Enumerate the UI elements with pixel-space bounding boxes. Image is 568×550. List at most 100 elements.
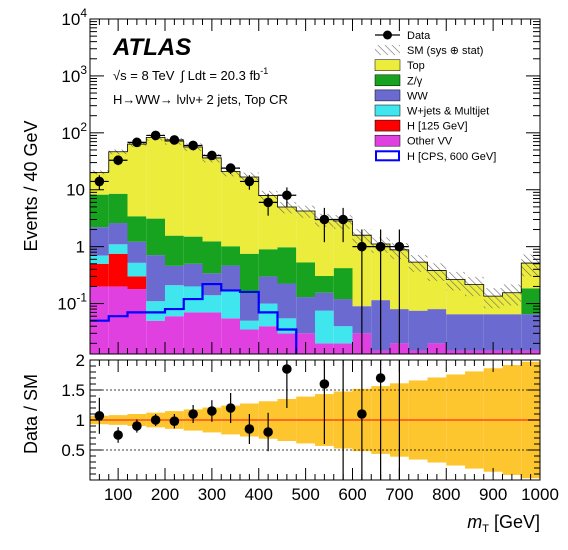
stack-bar-other-vv — [427, 343, 447, 354]
ratio-point — [113, 430, 123, 440]
legend-label: WW — [407, 90, 428, 102]
x-tick-label: 100 — [104, 485, 132, 504]
channel-label: H→WW→ lνlν+ 2 jets, Top CR — [113, 92, 288, 107]
data-point — [357, 241, 367, 252]
stack-bar-top — [315, 219, 334, 277]
stack-bar-w-jets-multijet — [127, 262, 147, 277]
y-tick-label-base: 10 — [61, 124, 80, 143]
signal-histogram-line — [90, 282, 298, 354]
legend: Data SM (sys ⊕ stat) Top Z/γ WW W+jets & Mult… — [374, 30, 496, 163]
data-point — [150, 130, 161, 141]
data-point — [394, 241, 405, 252]
ratio-point — [225, 403, 236, 413]
uncertainty-hatch-bin — [408, 255, 428, 272]
stack-bar-w-jets-multijet — [240, 320, 259, 330]
x-tick-label: 600 — [338, 485, 366, 504]
energy-label: √s = 8 TeV — [113, 68, 175, 83]
stack-bar-ww — [240, 293, 259, 321]
legend-color-swatch — [374, 119, 401, 132]
stack-bar-ww — [465, 314, 484, 351]
stack-bar-other-vv — [183, 312, 203, 354]
bottom-axis-ticks: 0.5 1 1.5 2 100 200 300 400 500 600 700 800 900 1000 — [61, 351, 559, 504]
data-point — [375, 241, 386, 252]
stack-bar-other-vv — [146, 320, 165, 354]
stack-bar-other-vv — [165, 316, 184, 354]
stack-bar-z- — [521, 288, 540, 315]
stack-bar-other-vv — [202, 312, 222, 354]
stack-bar-z- — [183, 236, 203, 264]
data-point — [282, 190, 292, 201]
stack-bar-z- — [296, 262, 315, 298]
ratio-point — [132, 421, 142, 431]
data-point — [207, 150, 217, 161]
stack-bar-other-vv — [108, 286, 128, 354]
legend-marker-dot — [383, 30, 392, 40]
stack-bar-z- — [202, 241, 222, 274]
stack-bar-w-jets-multijet — [258, 303, 278, 327]
y-tick-label-top: 10 — [66, 181, 85, 200]
stack-bar-h-125-gev- — [90, 263, 109, 287]
stack-bar-w-jets-multijet — [202, 295, 222, 313]
y-tick-label-exponent: 2 — [80, 120, 87, 134]
ratio-point — [282, 364, 292, 374]
stack-bar-top — [108, 151, 128, 194]
stack-bar-w-jets-multijet — [146, 301, 165, 321]
uncertainty-hatch-bin — [446, 271, 465, 291]
uncertainty-hatch-bin — [427, 263, 447, 281]
data-point — [132, 137, 142, 148]
stack-bar-ww — [165, 265, 184, 286]
lumi-label: ∫ Ldt = 20.3 fb — [179, 68, 260, 83]
legend-item-h-125-gev-: H [125 GeV] — [374, 119, 468, 133]
ratio-point — [150, 415, 161, 425]
legend-color-swatch — [374, 104, 401, 117]
legend-label: W+jets & Multijet — [407, 106, 489, 118]
legend-item-h-cps-600-gev-: H [CPS, 600 GeV] — [375, 150, 496, 163]
legend-item-z-: Z/γ — [374, 74, 423, 87]
stack-bar-ww — [221, 265, 240, 292]
ratio-point — [319, 379, 330, 389]
stack-bar-h-125-gev- — [127, 276, 147, 290]
x-axis-title: mT [GeV] — [467, 512, 540, 535]
x-tick-label: 400 — [245, 485, 273, 504]
stack-bar-z- — [127, 216, 147, 242]
legend-color-swatch — [374, 74, 401, 87]
stack-bar-ww — [183, 263, 203, 287]
ratio-point — [263, 427, 273, 437]
ratio-point — [357, 409, 367, 419]
x-axis-title-unit: [GeV] — [489, 512, 540, 532]
stack-bar-ww — [408, 310, 428, 351]
legend-item-sm-sys-stat-: SM (sys ⊕ stat) — [375, 45, 483, 57]
stack-bar-w-jets-multijet — [221, 291, 240, 319]
y-tick-label-top: 1 — [76, 238, 85, 257]
stack-bar-ww — [277, 283, 297, 319]
experiment-label: ATLAS — [112, 34, 191, 61]
stack-bar-ww — [90, 227, 109, 256]
y-tick-label-exponent: 4 — [80, 6, 87, 20]
stack-bar-w-jets-multijet — [315, 310, 334, 344]
legend-line-swatch — [375, 150, 400, 162]
stack-bar-other-vv — [221, 318, 240, 354]
ratio-point — [375, 373, 386, 383]
y-tick-label-top: 10-1 — [57, 291, 87, 314]
stack-bar-ww — [521, 314, 540, 351]
stack-bar-z- — [240, 253, 259, 294]
stack-bar-w-jets-multijet — [333, 326, 353, 344]
stack-bar-ww — [315, 292, 334, 311]
x-tick-label: 1000 — [521, 485, 559, 504]
legend-item-ww: WW — [374, 89, 428, 102]
ratio-point — [207, 406, 217, 416]
stack-bar-top — [221, 171, 240, 247]
uncertainty-hatch-bin — [502, 284, 522, 306]
y-tick-label-top: 103 — [61, 63, 87, 86]
legend-color-swatch — [374, 59, 401, 71]
stack-bar-w-jets-multijet — [108, 244, 128, 254]
y-tick-label-top: 104 — [61, 6, 87, 29]
uncertainty-hatch-bin — [465, 276, 484, 297]
stack-bar-z- — [108, 193, 128, 224]
stack-bar-z- — [315, 276, 334, 293]
uncertainty-hatch-bin — [483, 288, 503, 309]
lumi-exponent: -1 — [260, 66, 268, 76]
stack-bar-ww — [446, 314, 465, 351]
y-tick-label-base: 10 — [61, 10, 80, 29]
